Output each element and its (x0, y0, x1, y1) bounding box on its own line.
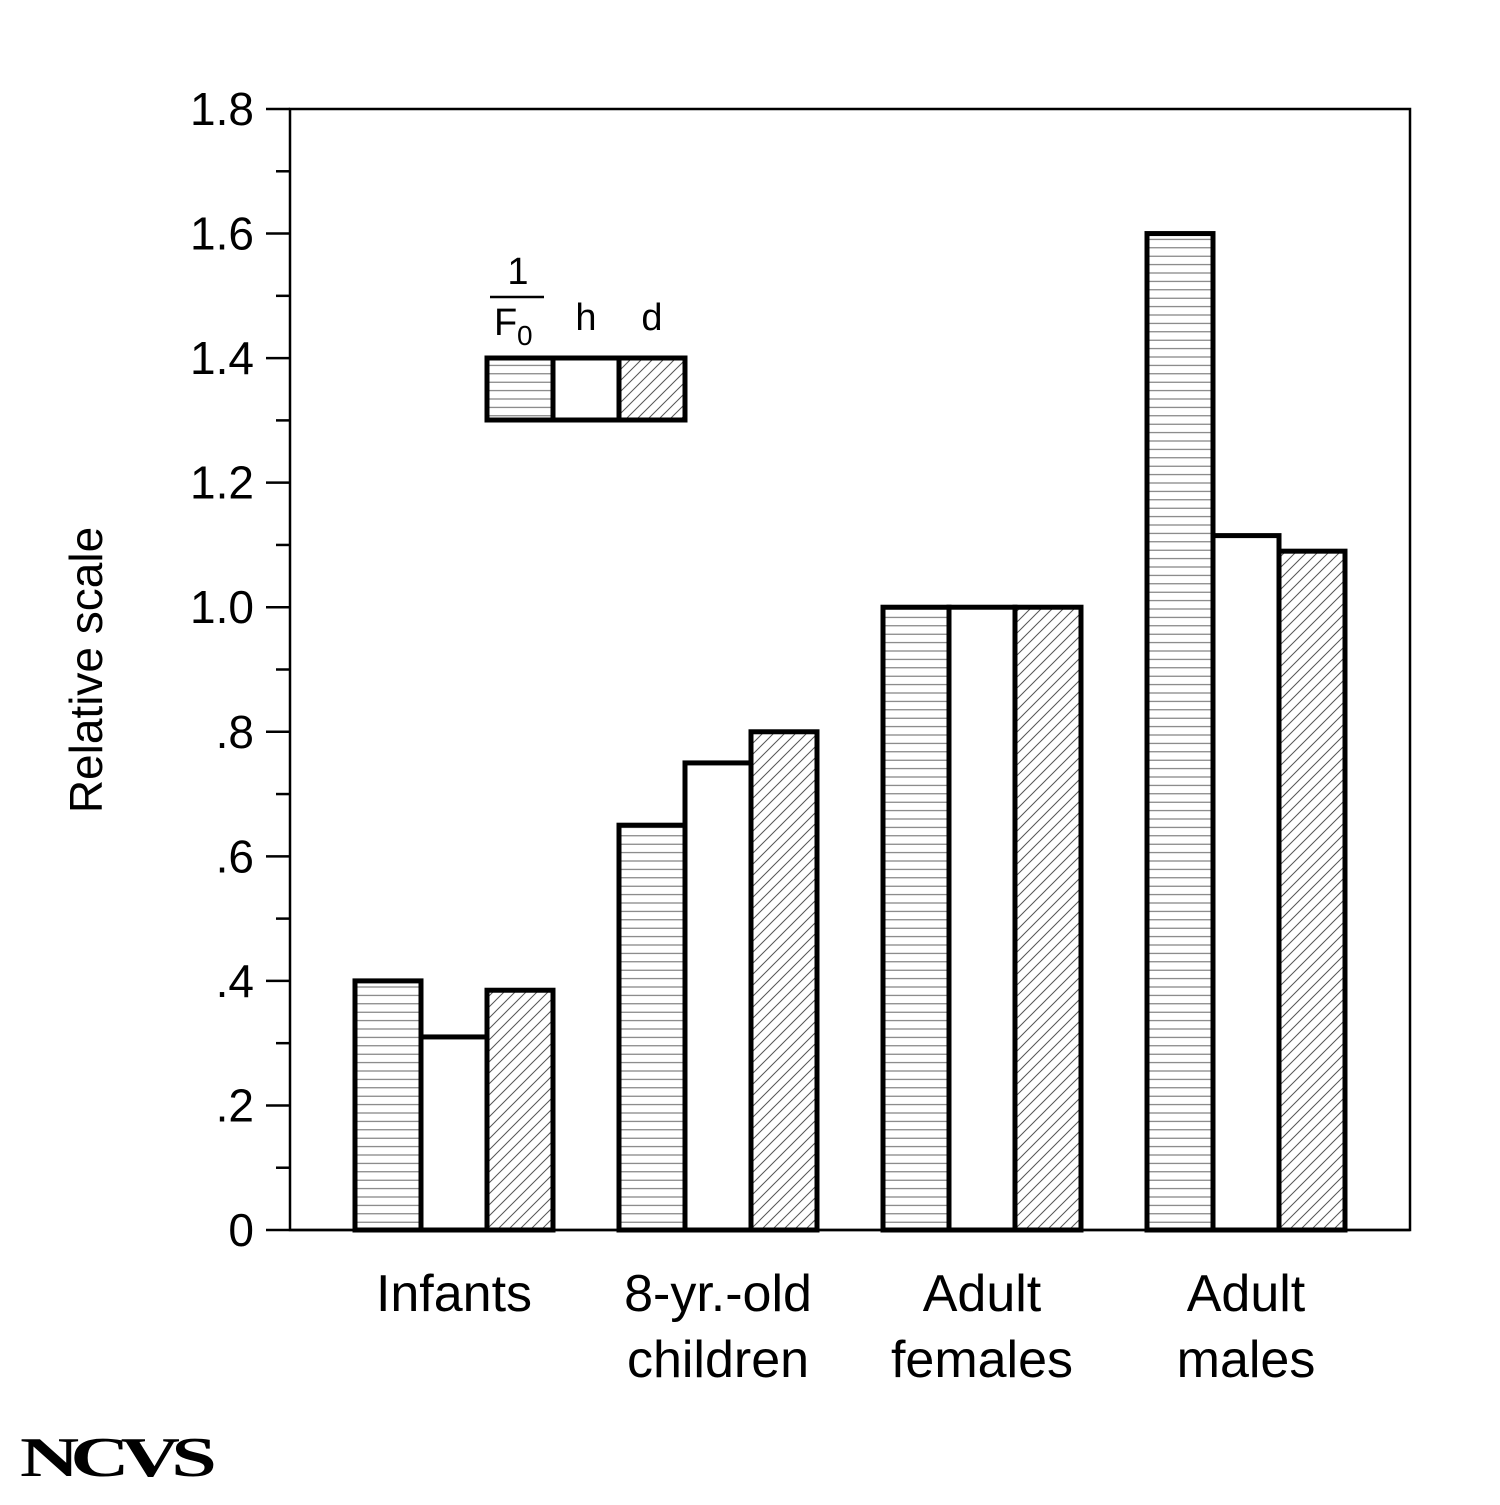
y-axis: 0 .2 .4 .6 .8 1.0 1.2 1.4 1.6 1.8 (190, 83, 290, 1256)
bar-inv_f0-3 (1144, 231, 1216, 1233)
legend-label-inv-f0-subscript: 0 (517, 320, 533, 351)
legend-swatch-h (550, 355, 622, 423)
y-axis-label: Relative scale (60, 527, 112, 813)
x-category-label: Adult (923, 1265, 1042, 1323)
y-tick-label: 1.0 (190, 581, 254, 633)
x-category-label: males (1177, 1331, 1316, 1389)
bar-h-0 (418, 1034, 490, 1233)
legend-swatch-inv_f0 (484, 355, 556, 423)
bar-h-1 (682, 760, 754, 1233)
legend-swatch-d (616, 355, 688, 423)
bar-d-1 (748, 729, 820, 1233)
x-category-label: Adult (1187, 1265, 1306, 1323)
legend-label-d: d (641, 297, 662, 339)
legend-label-inv-f0-base: F (494, 302, 517, 344)
legend-label-inv-f0-numerator: 1 (507, 251, 528, 293)
x-category-label: children (627, 1331, 809, 1389)
bar-d-0 (484, 987, 556, 1233)
bar-h-2 (946, 604, 1018, 1233)
ncvs-logo: NCVS (20, 1427, 214, 1489)
bar-inv_f0-2 (880, 604, 952, 1233)
x-category-label: Infants (376, 1265, 532, 1323)
y-tick-label: 1.4 (190, 332, 254, 384)
bar-d-2 (1012, 604, 1084, 1233)
bar-d-3 (1276, 548, 1348, 1233)
y-tick-label: 1.6 (190, 208, 254, 260)
bar-inv_f0-1 (616, 822, 688, 1233)
y-tick-label: .4 (216, 955, 254, 1007)
y-tick-label: .6 (216, 830, 254, 882)
y-tick-label: 1.8 (190, 83, 254, 135)
legend: 1 F 0 h d (484, 251, 688, 423)
bar-h-3 (1210, 533, 1282, 1233)
x-axis-labels: Infants 8-yr.-old children Adult females Adul… (376, 1265, 1315, 1389)
y-tick-label: .8 (216, 706, 254, 758)
bar-inv_f0-0 (352, 978, 424, 1233)
x-category-label: females (891, 1331, 1073, 1389)
x-category-label: 8-yr.-old (624, 1265, 812, 1323)
y-tick-label: .2 (216, 1079, 254, 1131)
bars-group (352, 231, 1348, 1233)
legend-label-h: h (575, 297, 596, 339)
y-tick-label: 0 (228, 1204, 254, 1256)
y-tick-label: 1.2 (190, 457, 254, 509)
